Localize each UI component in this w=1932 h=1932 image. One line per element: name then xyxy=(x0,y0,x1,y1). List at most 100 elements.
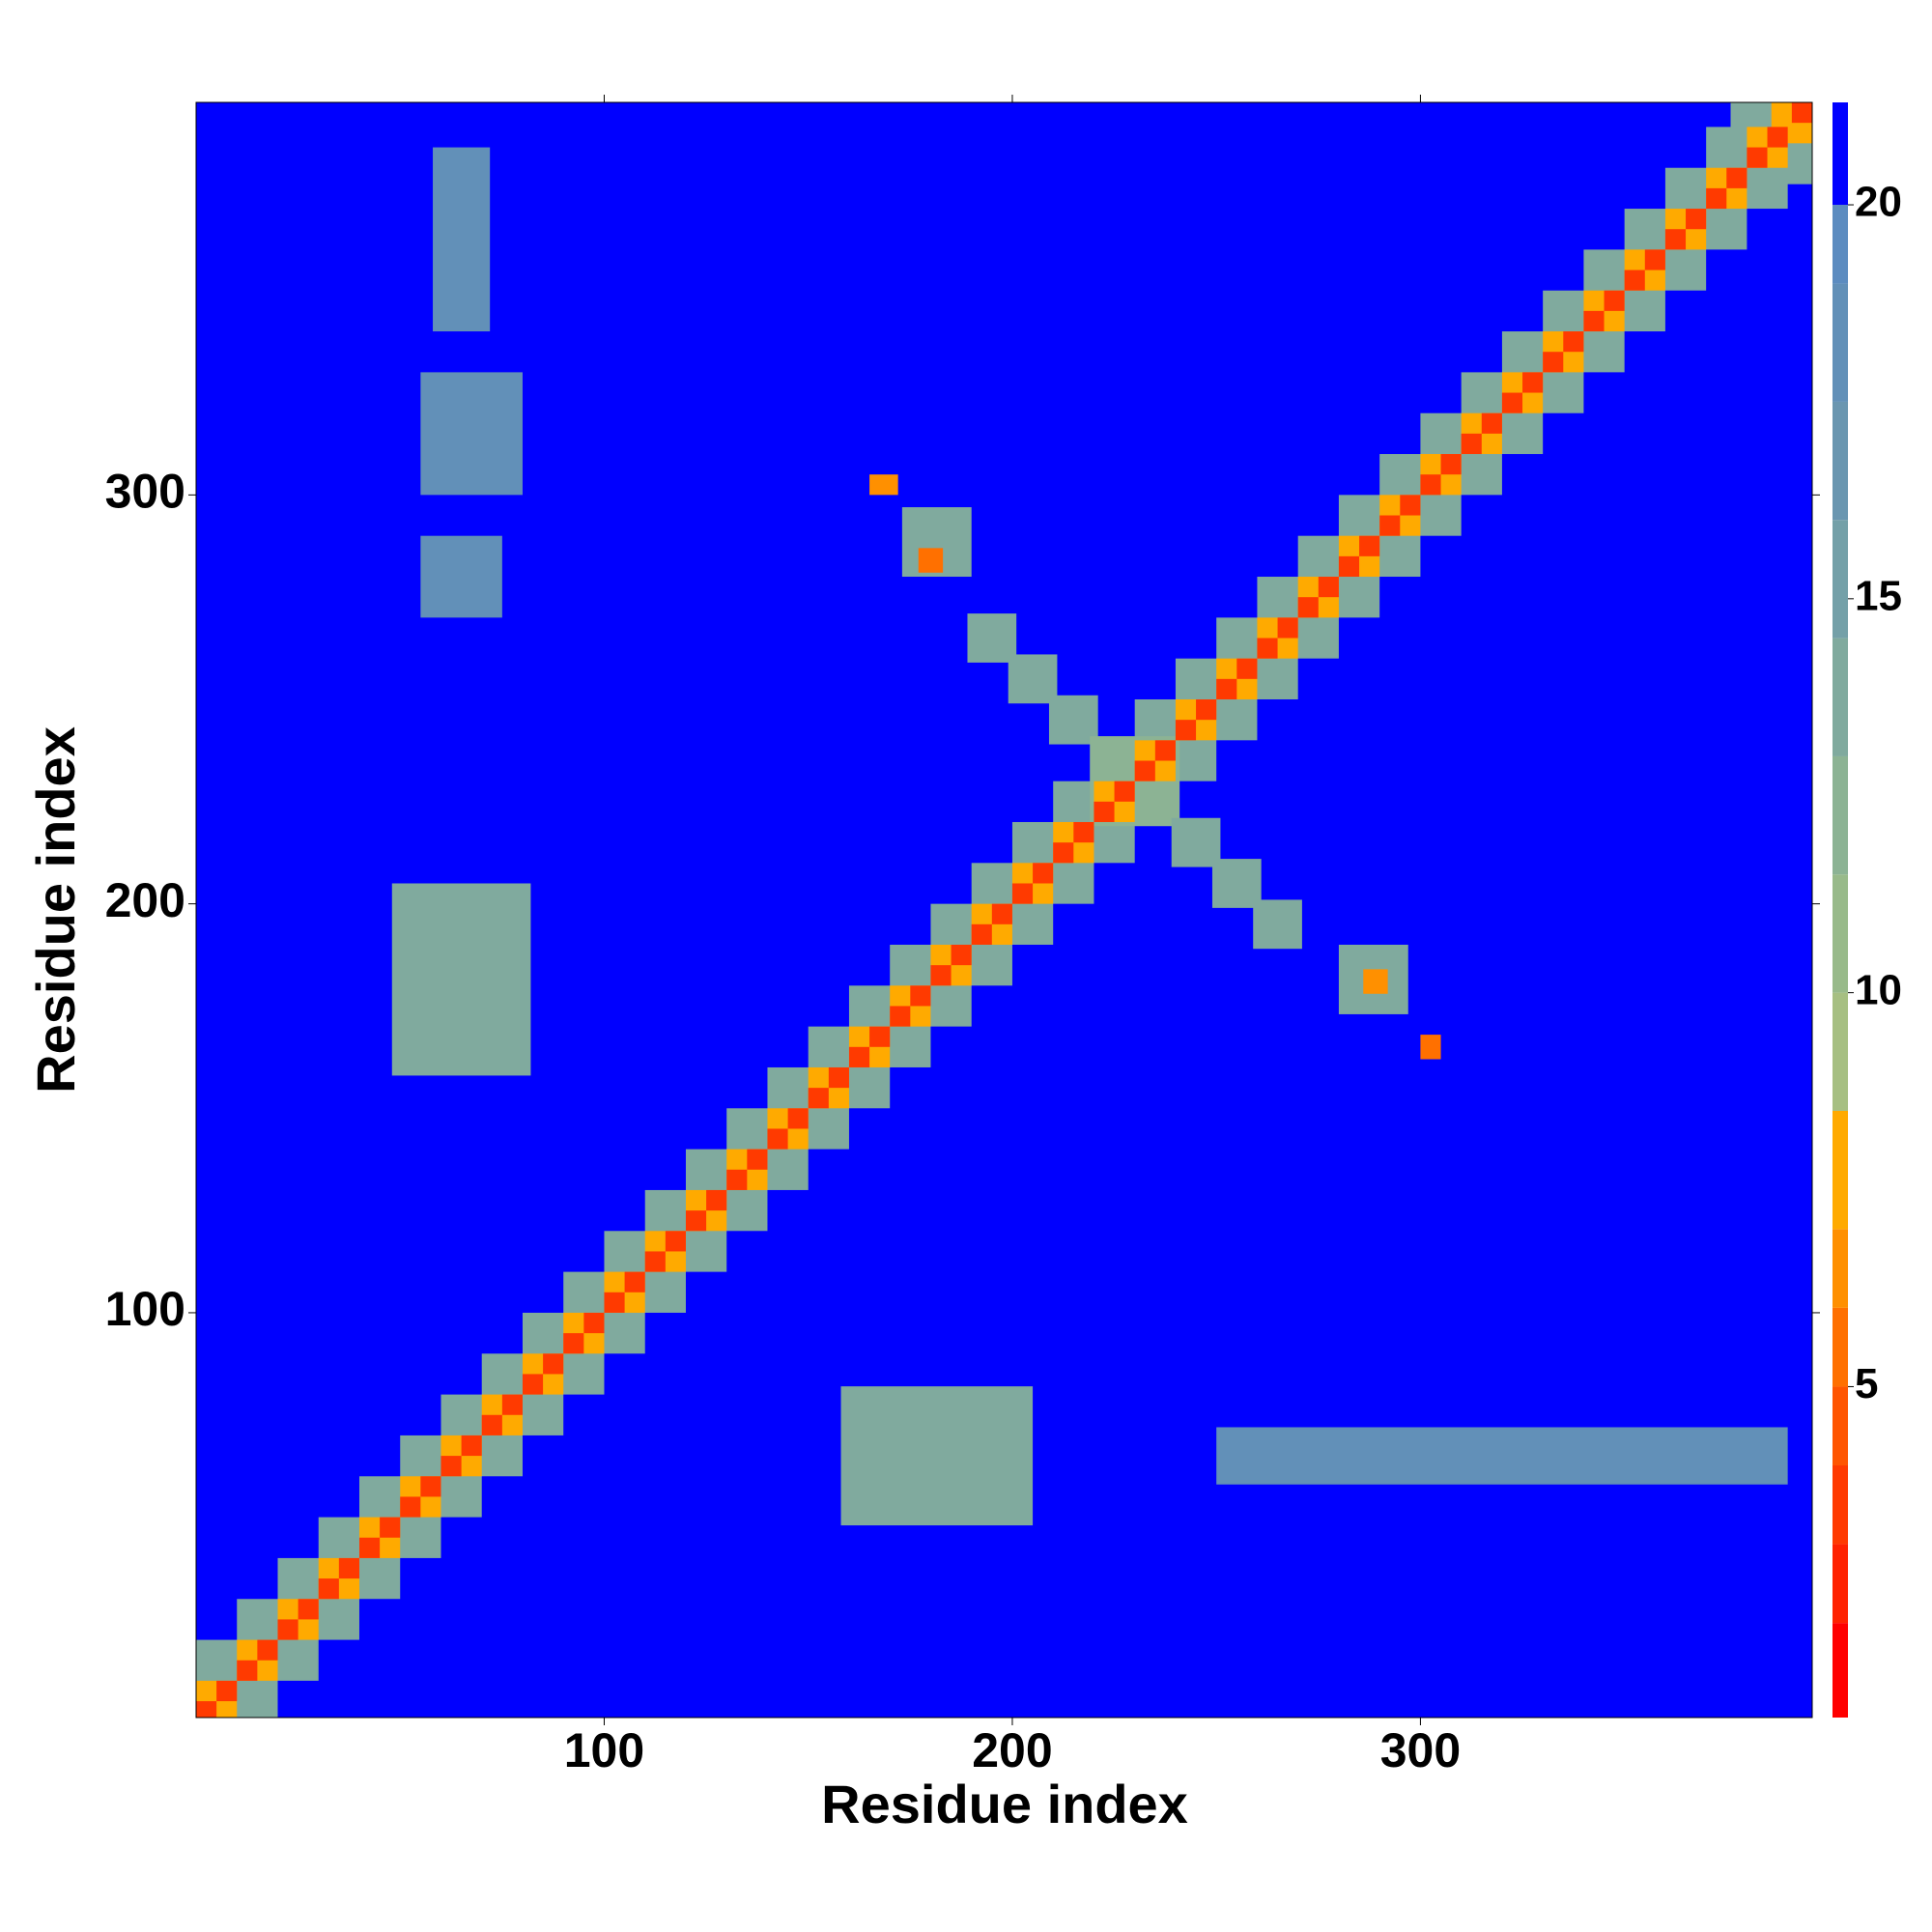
heatmap-cell xyxy=(840,1386,1034,1526)
heatmap-cell xyxy=(318,1578,339,1600)
colorbar-band xyxy=(1833,102,1848,206)
heatmap-cell xyxy=(644,1251,666,1272)
colorbar-band xyxy=(1833,874,1848,993)
heatmap-cell xyxy=(583,1312,605,1334)
colorbar-band xyxy=(1833,1229,1848,1308)
y-tick-label: 100 xyxy=(105,1282,185,1336)
heatmap-cell xyxy=(1216,1427,1788,1485)
heatmap-cell xyxy=(1154,740,1176,761)
colorbar-band xyxy=(1833,1110,1848,1230)
heatmap-cell xyxy=(420,372,523,496)
colorbar-band xyxy=(1833,992,1848,1111)
heatmap-cell xyxy=(216,1680,238,1702)
heatmap-cell xyxy=(1706,187,1727,210)
colorbar-tick-label: 20 xyxy=(1855,179,1902,226)
heatmap-cell xyxy=(1522,372,1544,393)
y-tick-label: 300 xyxy=(105,465,185,519)
heatmap-cell xyxy=(685,1210,707,1232)
heatmap-cell xyxy=(1297,597,1319,618)
heatmap-cell xyxy=(918,548,944,573)
heatmap-cell xyxy=(747,1149,768,1170)
x-tick-label: 200 xyxy=(972,1723,1052,1777)
heatmap-cell xyxy=(787,1108,809,1129)
colorbar-band xyxy=(1833,520,1848,639)
heatmap-cell xyxy=(338,1557,359,1579)
colorbar-band xyxy=(1833,755,1848,875)
heatmap-cell xyxy=(501,1394,523,1415)
heatmap-cell xyxy=(1257,638,1278,659)
x-axis-label: Residue index xyxy=(821,1774,1188,1834)
y-axis-label: Residue index xyxy=(25,726,86,1094)
heatmap-cell xyxy=(1440,454,1462,475)
y-tick-label: 200 xyxy=(105,873,185,927)
heatmap-cell xyxy=(433,147,491,332)
heatmap-cell xyxy=(1134,760,1155,781)
heatmap-cell xyxy=(1379,515,1401,536)
heatmap-cell xyxy=(1481,412,1502,434)
x-tick-label: 300 xyxy=(1380,1723,1461,1777)
colorbar-tick-label: 15 xyxy=(1855,572,1902,619)
heatmap-cell xyxy=(196,1701,217,1718)
x-tick-label: 100 xyxy=(564,1723,644,1777)
heatmap-cell xyxy=(828,1066,849,1089)
heatmap-cell xyxy=(1363,969,1388,994)
heatmap-cell xyxy=(522,1374,544,1395)
heatmap-cell xyxy=(400,1496,421,1518)
colorbar-band xyxy=(1833,1307,1848,1387)
heatmap-cell xyxy=(1073,821,1094,843)
heatmap-cell xyxy=(420,535,502,618)
heatmap-cell xyxy=(1420,1035,1441,1060)
heatmap-cell xyxy=(890,1006,911,1027)
heatmap-cell xyxy=(951,944,972,966)
colorbar-tick-label: 5 xyxy=(1855,1360,1878,1407)
plot-frame xyxy=(195,101,1813,1719)
heatmap-cell xyxy=(808,1088,829,1109)
heatmap-cell xyxy=(1094,801,1115,822)
heatmap-cell xyxy=(1216,678,1237,700)
heatmap-cell xyxy=(1563,331,1584,353)
heatmap-cell xyxy=(869,1026,891,1047)
colorbar-band xyxy=(1833,1623,1848,1718)
heatmap-cell xyxy=(440,1456,462,1477)
heatmap-cell xyxy=(910,985,931,1007)
colorbar-band xyxy=(1833,1465,1848,1545)
heatmap-cell xyxy=(1644,249,1665,270)
heatmap-cell xyxy=(1624,270,1645,291)
heatmap-cell xyxy=(1604,290,1625,311)
colorbar-band xyxy=(1833,1544,1848,1624)
heatmap-cells xyxy=(196,102,1812,1718)
heatmap-cell xyxy=(1253,899,1302,950)
heatmap-cell xyxy=(563,1333,584,1354)
heatmap-cell xyxy=(461,1435,482,1457)
colorbar-band xyxy=(1833,401,1848,521)
heatmap-cell xyxy=(1114,781,1135,802)
heatmap-cell xyxy=(1726,167,1747,188)
heatmap-cell xyxy=(1791,102,1812,124)
heatmap-cell xyxy=(1767,127,1788,148)
heatmap-cell xyxy=(391,883,531,1076)
heatmap-cell xyxy=(1175,720,1197,741)
heatmap-cell xyxy=(1359,535,1380,556)
heatmap-cell xyxy=(543,1353,564,1375)
heatmap-cell xyxy=(1583,310,1605,332)
heatmap-cell xyxy=(706,1189,727,1211)
colorbar-band xyxy=(1833,283,1848,402)
heatmap-cell xyxy=(1318,577,1339,598)
heatmap-cell xyxy=(991,903,1012,924)
heatmap-cell xyxy=(1400,495,1421,516)
colorbar-tick-label: 10 xyxy=(1855,966,1902,1013)
heatmap-cell xyxy=(420,1476,441,1497)
colorbar-band xyxy=(1833,1386,1848,1466)
heatmap-cell xyxy=(1686,209,1707,230)
colorbar-band xyxy=(1833,638,1848,756)
heatmap-cell xyxy=(767,1128,788,1150)
heatmap-cell xyxy=(1664,229,1687,250)
heatmap-cell xyxy=(624,1271,645,1293)
heatmap-cell xyxy=(1011,883,1034,904)
heatmap-cell xyxy=(1338,555,1360,578)
colorbar-band xyxy=(1833,205,1848,284)
heatmap-cell xyxy=(1501,392,1523,413)
heatmap-cell xyxy=(1033,863,1054,884)
heatmap-cell xyxy=(380,1517,401,1538)
